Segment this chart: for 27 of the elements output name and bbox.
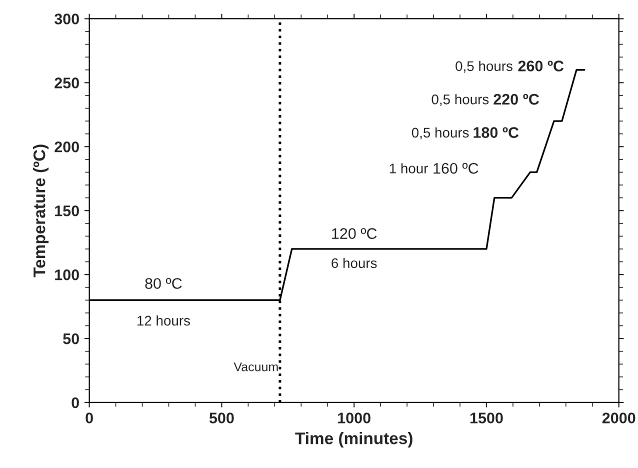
y-tick-label: 0: [72, 397, 79, 408]
annotation: 12 hours: [137, 315, 190, 326]
y-tick-label: 250: [54, 78, 79, 88]
y-axis-title: Temperature (ºC): [33, 144, 49, 278]
y-tick-label: 200: [54, 142, 79, 152]
x-axis-title: Time (minutes): [295, 432, 412, 448]
annotation: 0,5 hours: [432, 94, 489, 106]
annotation: 1 hour: [390, 163, 428, 174]
x-tick-label: 1500: [470, 412, 503, 424]
x-tick-label: 1000: [338, 412, 370, 424]
x-tick-label: 2000: [602, 412, 636, 424]
annotation: 80 ºC: [145, 278, 182, 289]
annotation: 120 ºC: [332, 228, 377, 240]
y-tick-label: 300: [54, 14, 79, 24]
annotation: 6 hours: [332, 258, 377, 268]
annotation: 180 ºC: [474, 127, 519, 138]
annotation: 220 ºC: [494, 94, 540, 105]
y-tick-label: 150: [55, 205, 79, 216]
annotation: 160 ºC: [434, 162, 478, 174]
x-tick-label: 0: [86, 412, 93, 424]
annotation: 260 ºC: [518, 60, 564, 72]
ref-line-label: Vacuum: [234, 362, 278, 372]
x-tick-label: 500: [209, 412, 234, 424]
annotation: 0,5 hours: [456, 60, 512, 73]
y-tick-label: 100: [55, 269, 79, 280]
y-tick-label: 50: [63, 333, 79, 344]
annotation: 0,5 hours: [412, 127, 469, 140]
